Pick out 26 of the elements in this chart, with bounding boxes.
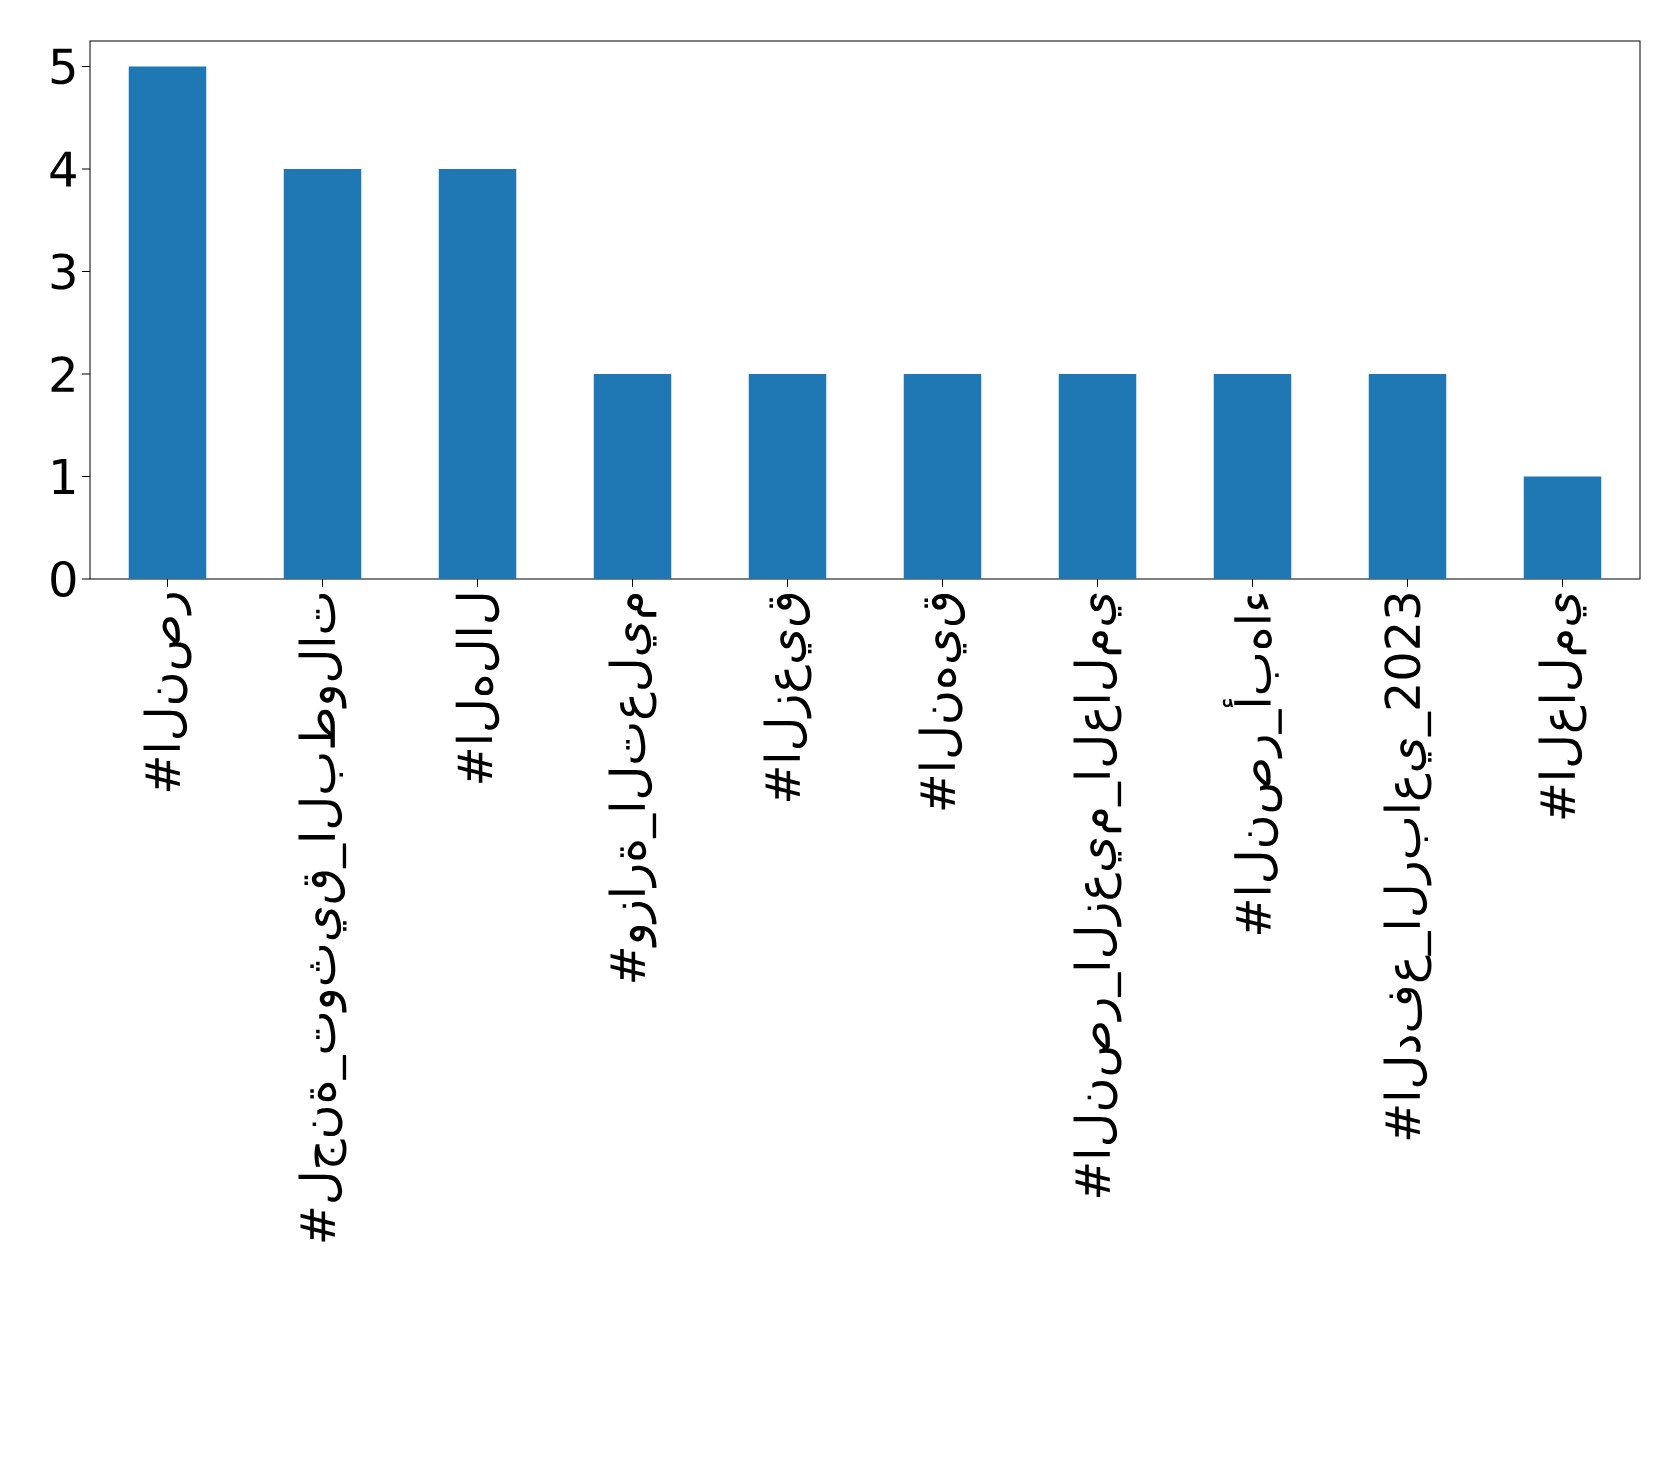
x-tick-label: #النهيق [918,594,967,810]
bar [1368,374,1447,579]
x-tick-label: #الدفع_الرباعي_2023 [1383,594,1432,1140]
bar [128,66,207,579]
y-tick-label: 3 [51,253,75,290]
y-tick-label: 2 [51,356,74,392]
x-tick-label: #النصر_أبهاء [1222,594,1283,934]
x-tick-label: #لجنة_توثيق_البطولات [298,594,347,1242]
x-tick-label: #العالمي [1538,593,1587,819]
bar [438,169,517,579]
bar [593,374,672,579]
bar [283,169,362,579]
bar [1523,476,1602,579]
x-tick-label: #الزعيق [763,594,812,802]
x-tick-label: #النصر [143,593,192,791]
bar [903,374,982,579]
bar [748,374,827,579]
x-tick-label: #وزارة_التعليم [608,593,657,982]
x-tick-label: #النصر_الزعيم_العالمي [1073,593,1122,1198]
y-tick-label: 0 [51,560,76,598]
x-tick-label: #الهلال [455,594,500,783]
y-tick-label: 1 [53,459,75,494]
bar [1058,374,1137,579]
y-tick-label: 5 [51,48,75,85]
y-tick-label: 4 [50,151,76,187]
bar [1213,374,1292,579]
